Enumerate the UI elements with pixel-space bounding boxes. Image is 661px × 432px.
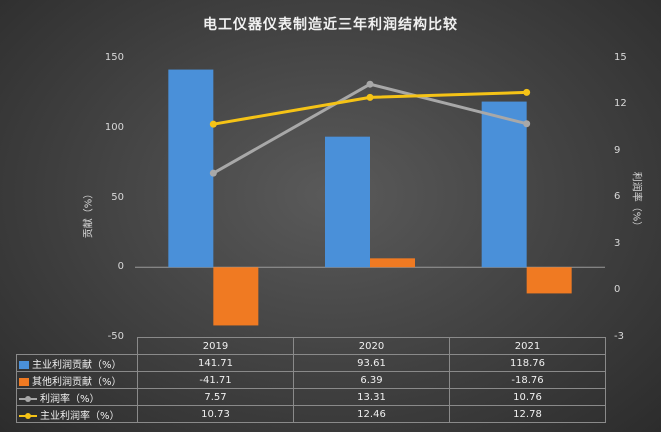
table-cell: 12.46 — [293, 405, 450, 423]
data-table-row: 主业利润率（%） 10.73 12.46 12.78 — [16, 405, 606, 423]
chart-title: 电工仪器仪表制造近三年利润结构比较 — [203, 17, 458, 33]
legend-label: 主业利润率（%） — [40, 410, 120, 422]
table-cell: 10.73 — [137, 405, 294, 423]
y2-tick-label: 3 — [614, 238, 621, 249]
bar-other-contribution — [213, 267, 259, 326]
table-cell: 13.31 — [293, 388, 450, 406]
legend-entry: 主业利润率（%） — [16, 405, 138, 423]
y-tick-label: 0 — [117, 261, 124, 272]
point-main-profit-rate — [523, 88, 531, 96]
point-profit-rate — [209, 169, 217, 177]
table-cell: -41.71 — [137, 371, 294, 389]
y-tick-label: 50 — [111, 192, 124, 203]
y2-tick-label: 6 — [614, 191, 621, 202]
legend-swatch-main-contribution — [19, 360, 29, 369]
y-tick-label: 100 — [104, 122, 124, 133]
table-cell: 118.76 — [449, 354, 606, 372]
table-cell: 10.76 — [449, 388, 606, 406]
data-table-corner — [16, 337, 138, 355]
legend-label: 利润率（%） — [40, 393, 100, 405]
data-table-header-row: 2019 2020 2021 — [16, 337, 606, 355]
legend-swatch-profit-rate — [19, 395, 37, 403]
category-label: 2021 — [449, 337, 606, 355]
y-tick-label: -50 — [107, 331, 124, 342]
bar-main-contribution — [481, 101, 527, 268]
point-profit-rate — [523, 120, 531, 128]
bar-other-contribution — [370, 258, 415, 268]
legend-entry: 其他利润贡献（%） — [16, 371, 138, 389]
y2-tick-label: 15 — [614, 52, 627, 63]
category-label: 2019 — [137, 337, 294, 355]
point-main-profit-rate — [209, 120, 217, 128]
legend-swatch-main-profit-rate — [19, 412, 37, 420]
bar-main-contribution — [325, 136, 370, 268]
legend-label: 主业利润贡献（%） — [32, 359, 122, 371]
table-cell: 141.71 — [137, 354, 294, 372]
bar-main-contribution — [168, 69, 214, 268]
table-cell: 12.78 — [449, 405, 606, 423]
y-tick-label: 150 — [104, 52, 124, 63]
bar-other-contribution — [526, 267, 572, 294]
point-profit-rate — [366, 80, 374, 88]
table-cell: 6.39 — [293, 371, 450, 389]
table-cell: -18.76 — [449, 371, 606, 389]
legend-entry: 利润率（%） — [16, 388, 138, 406]
data-table-row: 利润率（%） 7.57 13.31 10.76 — [16, 388, 606, 406]
legend-label: 其他利润贡献（%） — [32, 376, 122, 388]
table-cell: 93.61 — [293, 354, 450, 372]
point-main-profit-rate — [366, 93, 374, 101]
y2-tick-label: 12 — [614, 98, 627, 109]
y2-tick-label: 0 — [614, 284, 621, 295]
category-label: 2020 — [293, 337, 450, 355]
data-table-row: 其他利润贡献（%） -41.71 6.39 -18.76 — [16, 371, 606, 389]
legend-swatch-other-contribution — [19, 377, 29, 386]
y2-tick-label: 9 — [614, 145, 621, 156]
legend-entry: 主业利润贡献（%） — [16, 354, 138, 372]
data-table-row: 主业利润贡献（%） 141.71 93.61 118.76 — [16, 354, 606, 372]
data-table: 2019 2020 2021 主业利润贡献（%） 141.71 93.61 11… — [16, 337, 606, 423]
table-cell: 7.57 — [137, 388, 294, 406]
y2-tick-label: -3 — [614, 331, 624, 342]
